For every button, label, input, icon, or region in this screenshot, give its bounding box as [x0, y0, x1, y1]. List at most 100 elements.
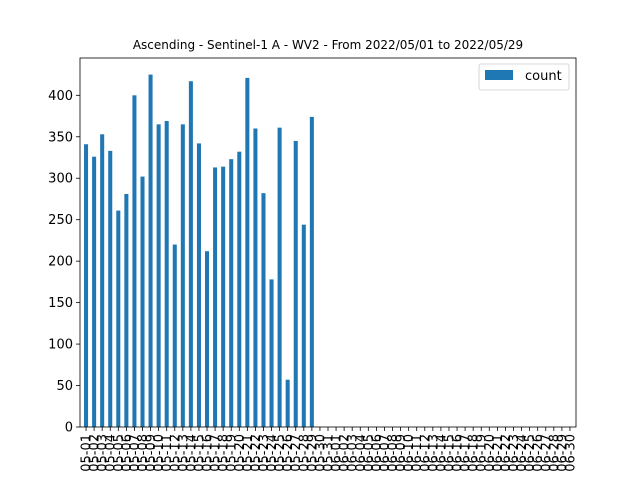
bar	[156, 124, 161, 427]
x-tick-label: 06-02	[338, 434, 353, 472]
x-tick-label: 05-19	[225, 434, 240, 472]
y-tick-label: 350	[48, 130, 73, 145]
x-tick-label: 06-12	[418, 434, 433, 472]
y-tick-label: 200	[48, 255, 73, 270]
bar	[285, 379, 290, 427]
bar	[140, 176, 145, 427]
x-tick-label: 06-22	[499, 434, 514, 472]
x-tick-label: 05-29	[305, 434, 320, 472]
y-axis: 0 50 100 150 200 250 300 350 400	[48, 89, 80, 436]
x-tick-label: 05-11	[160, 434, 175, 472]
x-tick-label: 05-08	[136, 434, 151, 472]
x-tick-label: 05-26	[281, 434, 296, 472]
x-tick-label: 05-27	[289, 434, 304, 472]
bar	[164, 121, 169, 428]
legend: count	[478, 63, 570, 91]
x-tick-label: 05-28	[297, 434, 312, 472]
bar	[116, 210, 121, 427]
x-tick-label: 05-22	[249, 434, 264, 472]
x-tick-label: 06-01	[330, 434, 345, 472]
x-tick-label: 05-30	[313, 434, 328, 472]
bar	[108, 150, 113, 427]
x-tick-label: 05-05	[112, 434, 127, 472]
x-tick-label: 06-16	[451, 434, 466, 472]
x-tick-label: 06-25	[523, 434, 538, 472]
chart-title: Ascending - Sentinel-1 A - WV2 - From 20…	[133, 38, 523, 52]
bar	[84, 144, 89, 428]
bar	[205, 251, 210, 427]
x-tick-label: 05-18	[217, 434, 232, 472]
bar	[229, 159, 234, 427]
x-tick-label: 06-28	[547, 434, 562, 472]
bar	[309, 116, 314, 428]
x-tick-label: 06-29	[555, 434, 570, 472]
x-tick-label: 06-18	[467, 434, 482, 472]
legend-label: count	[525, 69, 562, 84]
x-tick-label: 06-10	[402, 434, 417, 472]
y-tick-label: 400	[48, 89, 73, 104]
bar	[196, 143, 201, 427]
x-tick-label: 06-14	[434, 434, 449, 472]
x-tick-label: 05-12	[168, 434, 183, 472]
x-tick-label: 06-09	[394, 434, 409, 472]
bar	[180, 124, 185, 427]
bar	[132, 95, 137, 427]
bar	[124, 193, 129, 427]
x-axis: 05-0105-0205-0305-0405-0505-0605-0705-08…	[80, 427, 578, 472]
x-tick-label: 05-16	[201, 434, 216, 472]
x-tick-label: 06-23	[507, 434, 522, 472]
bar	[172, 244, 177, 427]
y-tick-label: 150	[48, 296, 73, 311]
x-tick-label: 06-05	[362, 434, 377, 472]
x-tick-label: 05-09	[144, 434, 159, 472]
legend-swatch	[485, 70, 513, 80]
x-tick-label: 05-24	[265, 434, 280, 472]
x-tick-label: 06-30	[563, 434, 578, 472]
x-tick-label: 05-02	[88, 434, 103, 472]
y-tick-label: 300	[48, 172, 73, 187]
bar	[188, 81, 193, 427]
x-tick-label: 06-27	[539, 434, 554, 472]
y-tick-label: 0	[65, 421, 73, 436]
x-tick-label: 06-04	[354, 434, 369, 472]
x-tick-label: 05-01	[80, 434, 95, 472]
plot-frame	[79, 57, 577, 428]
bar	[269, 279, 274, 427]
x-tick-label: 06-19	[475, 434, 490, 472]
x-tick-label: 06-17	[459, 434, 474, 472]
x-tick-label: 06-13	[426, 434, 441, 472]
x-tick-label: 06-03	[346, 434, 361, 472]
bar	[221, 166, 226, 427]
bar	[245, 77, 250, 428]
bar	[253, 128, 258, 428]
bar	[261, 193, 266, 427]
bar	[100, 134, 105, 428]
x-tick-label: 06-21	[491, 434, 506, 472]
y-tick-label: 250	[48, 213, 73, 228]
bar	[213, 167, 218, 427]
bar	[293, 140, 298, 428]
bar	[237, 151, 242, 427]
x-tick-label: 05-14	[184, 434, 199, 472]
x-tick-label: 05-10	[152, 434, 167, 472]
x-tick-label: 05-13	[176, 434, 191, 472]
bar	[148, 74, 153, 427]
x-tick-label: 05-07	[128, 434, 143, 472]
x-tick-label: 05-20	[233, 434, 248, 472]
y-tick-label: 50	[56, 379, 73, 394]
x-tick-label: 05-21	[241, 434, 256, 472]
x-tick-label: 05-15	[192, 434, 207, 472]
bar	[92, 156, 97, 427]
x-tick-label: 05-04	[104, 434, 119, 472]
x-tick-label: 06-11	[410, 434, 425, 472]
x-tick-label: 06-08	[386, 434, 401, 472]
x-tick-label: 05-31	[322, 434, 337, 472]
y-tick-label: 100	[48, 338, 73, 353]
x-tick-label: 05-03	[96, 434, 111, 472]
x-tick-label: 06-07	[378, 434, 393, 472]
x-tick-label: 05-23	[257, 434, 272, 472]
x-tick-label: 05-25	[273, 434, 288, 472]
x-tick-label: 06-24	[515, 434, 530, 472]
x-tick-label: 06-26	[531, 434, 546, 472]
